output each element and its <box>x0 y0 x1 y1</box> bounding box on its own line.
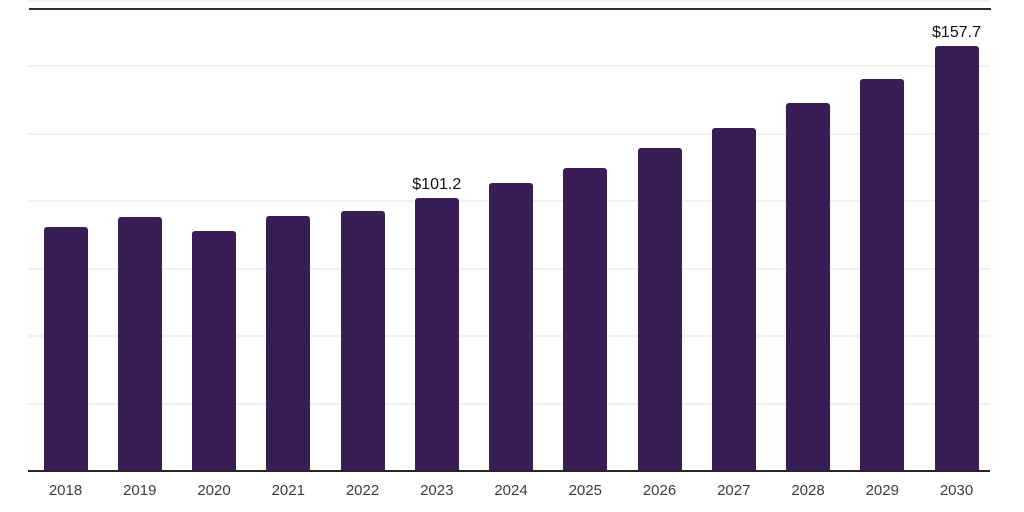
bar-2028 <box>786 103 830 471</box>
x-tick-label-2024: 2024 <box>494 482 528 499</box>
gridline-175 <box>28 0 990 2</box>
x-tick-label-2020: 2020 <box>197 482 231 499</box>
plot-top-border-line <box>29 8 991 10</box>
x-tick-label-2029: 2029 <box>865 482 899 499</box>
gridline-125 <box>28 133 990 135</box>
x-axis-line <box>28 470 990 472</box>
x-tick-label-2027: 2027 <box>717 482 751 499</box>
x-tick-label-2025: 2025 <box>568 482 602 499</box>
bar-2024 <box>489 182 533 471</box>
x-tick-label-2023: 2023 <box>420 482 454 499</box>
bar-2026 <box>637 148 682 471</box>
x-tick-label-2028: 2028 <box>791 482 825 499</box>
bar-2018 <box>43 227 88 471</box>
x-tick-label-2021: 2021 <box>271 482 305 499</box>
bar-2019 <box>117 216 162 471</box>
x-tick-label-2022: 2022 <box>345 482 380 499</box>
bar-2025 <box>563 168 608 471</box>
bar-2030 <box>934 45 979 471</box>
bar-2027 <box>711 128 756 471</box>
bar-2029 <box>860 79 905 471</box>
x-tick-label-2019: 2019 <box>123 482 157 499</box>
gridline-150 <box>28 65 990 67</box>
bar-2023 <box>414 197 459 471</box>
x-tick-label-2030: 2030 <box>939 482 974 499</box>
value-label-2023: $101.2 <box>412 176 462 193</box>
bar-2021 <box>266 216 311 471</box>
x-tick-label-2026: 2026 <box>642 482 677 499</box>
bar-2020 <box>192 230 236 471</box>
value-label-2030: $157.7 <box>932 24 981 41</box>
bar-2022 <box>340 211 385 471</box>
x-tick-label-2018: 2018 <box>48 482 83 499</box>
